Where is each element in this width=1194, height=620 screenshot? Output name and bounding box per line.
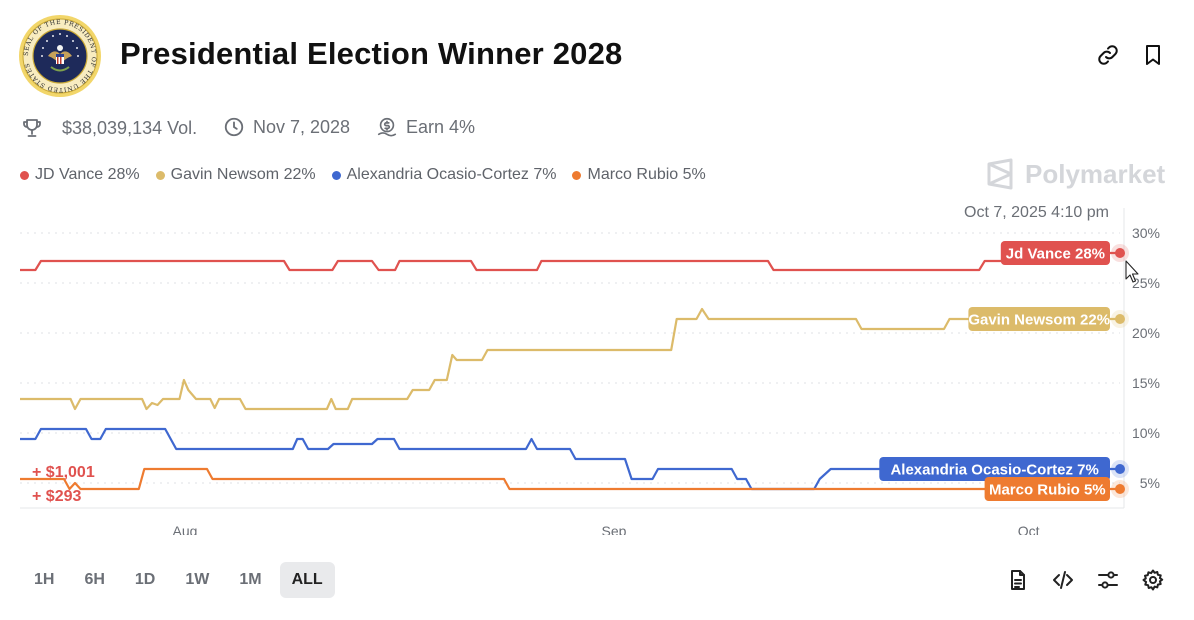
time-range-selector: 1H 6H 1D 1W 1M ALL bbox=[22, 562, 335, 598]
series-end-label: Marco Rubio 5% bbox=[989, 482, 1106, 499]
polymarket-logo-icon bbox=[987, 158, 1013, 190]
chart-legend: JD Vance 28% Gavin Newsom 22% Alexandria… bbox=[20, 166, 706, 184]
y-tick-label: 5% bbox=[1140, 475, 1160, 491]
legend-label: Alexandria Ocasio-Cortez 7% bbox=[346, 166, 557, 183]
gain-label: + $1,001 bbox=[32, 464, 95, 481]
trophy-icon bbox=[23, 119, 41, 137]
volume-text: $38,039,134 Vol. bbox=[62, 117, 198, 138]
legend-label: JD Vance 28% bbox=[35, 166, 140, 183]
y-tick-label: 30% bbox=[1132, 225, 1160, 241]
presidential-seal-logo: SEAL OF THE PRESIDENT OF THE UNITED STAT… bbox=[19, 15, 101, 97]
x-tick-label: Sep bbox=[602, 523, 627, 535]
series-line-alexandria-ocasio-cortez[interactable] bbox=[20, 427, 1120, 491]
series-end-label: Alexandria Ocasio-Cortez 7% bbox=[890, 462, 1098, 479]
legend-dot bbox=[572, 170, 582, 180]
series-end-label-box bbox=[1000, 241, 1110, 265]
price-chart[interactable]: 30% 25% 20% 15% 10% 5% Aug Sep Oct Oct 7, 2025 4:… bbox=[0, 195, 1194, 535]
legend-item-vance: JD Vance 28% bbox=[20, 166, 140, 184]
y-tick-label: 15% bbox=[1132, 375, 1160, 391]
link-icon[interactable] bbox=[1096, 43, 1120, 67]
code-icon[interactable] bbox=[1051, 568, 1075, 592]
hover-date-label: Oct 7, 2025 4:10 pm bbox=[964, 204, 1109, 221]
page-title: Presidential Election Winner 2028 bbox=[120, 36, 623, 71]
series-end-dot[interactable] bbox=[1115, 248, 1125, 258]
y-tick-label: 10% bbox=[1132, 425, 1160, 441]
legend-item-rubio: Marco Rubio 5% bbox=[572, 166, 706, 184]
series-line-marco-rubio[interactable] bbox=[20, 467, 1120, 491]
series-end-dot[interactable] bbox=[1115, 464, 1125, 474]
range-button-1m[interactable]: 1M bbox=[239, 571, 262, 588]
series-line-gavin-newsom[interactable] bbox=[20, 307, 1120, 411]
gain-label: + $293 bbox=[32, 488, 81, 505]
range-button-1d[interactable]: 1D bbox=[134, 571, 156, 588]
document-icon[interactable] bbox=[1006, 568, 1030, 592]
x-tick-label: Oct bbox=[1018, 523, 1040, 535]
end-date-text: Nov 7, 2028 bbox=[253, 116, 351, 137]
series-end-label: Jd Vance 28% bbox=[1006, 246, 1105, 263]
volume-meta: $38,039,134 Vol. bbox=[20, 116, 197, 140]
legend-dot bbox=[155, 170, 165, 180]
legend-label: Marco Rubio 5% bbox=[587, 166, 706, 183]
series-end-dot[interactable] bbox=[1115, 484, 1125, 494]
range-button-1h[interactable]: 1H bbox=[34, 571, 55, 588]
series-end-label-box bbox=[968, 307, 1110, 331]
legend-label: Gavin Newsom 22% bbox=[170, 166, 316, 183]
series-end-label-box bbox=[879, 457, 1110, 481]
end-date-meta: Nov 7, 2028 bbox=[223, 116, 350, 138]
y-tick-label: 25% bbox=[1132, 275, 1160, 291]
earn-meta[interactable]: Earn 4% bbox=[376, 116, 475, 138]
range-button-6h[interactable]: 6H bbox=[84, 571, 105, 588]
x-tick-label: Aug bbox=[173, 523, 198, 535]
series-end-label: Gavin Newsom 22% bbox=[968, 312, 1110, 329]
earn-icon bbox=[377, 117, 397, 137]
y-tick-label: 20% bbox=[1132, 325, 1160, 341]
polymarket-watermark: Polymarket bbox=[985, 158, 1165, 190]
sliders-icon[interactable] bbox=[1096, 568, 1120, 592]
clock-icon bbox=[224, 117, 244, 137]
range-button-all[interactable]: ALL bbox=[279, 562, 335, 598]
series-end-dot[interactable] bbox=[1115, 314, 1125, 324]
series-line-jd-vance[interactable] bbox=[20, 251, 1120, 272]
bookmark-icon[interactable] bbox=[1141, 43, 1165, 67]
range-button-1w[interactable]: 1W bbox=[185, 571, 210, 588]
legend-dot bbox=[20, 170, 29, 180]
series-end-label-box bbox=[984, 477, 1110, 501]
legend-dot bbox=[331, 170, 341, 180]
legend-item-ocasio-cortez: Alexandria Ocasio-Cortez 7% bbox=[331, 166, 557, 184]
legend-item-newsom: Gavin Newsom 22% bbox=[155, 166, 316, 184]
brand-name: Polymarket bbox=[1025, 158, 1166, 189]
gear-icon[interactable] bbox=[1141, 568, 1165, 592]
mouse-cursor-icon bbox=[1125, 260, 1139, 283]
earn-text: Earn 4% bbox=[406, 116, 476, 137]
